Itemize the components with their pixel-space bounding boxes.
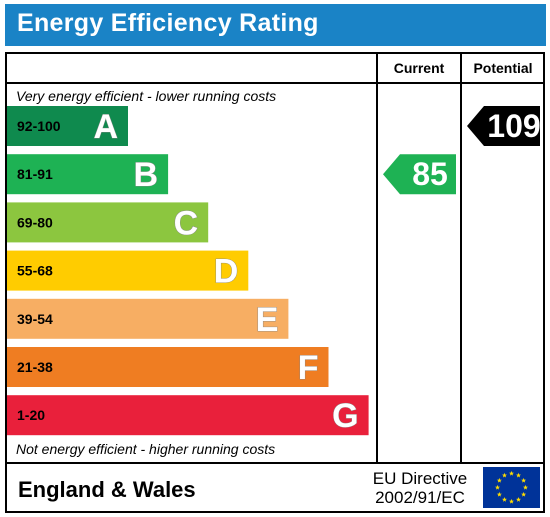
band-bar-e bbox=[7, 298, 289, 339]
band-range-a: 92-100 bbox=[17, 118, 61, 134]
eu-flag-star bbox=[523, 484, 528, 490]
band-d: 55-68 D bbox=[7, 250, 249, 291]
band-b: 81-91 B bbox=[7, 154, 169, 195]
eu-flag-star bbox=[516, 472, 521, 478]
eu-flag-star bbox=[509, 498, 514, 504]
band-bar-c bbox=[7, 202, 209, 243]
band-letter-b: B bbox=[134, 156, 159, 194]
band-range-c: 69-80 bbox=[17, 214, 53, 230]
eu-flag-icon bbox=[483, 467, 540, 508]
eu-flag-star bbox=[521, 477, 527, 483]
band-letter-g: G bbox=[332, 397, 358, 435]
page-title: Energy Efficiency Rating bbox=[17, 9, 319, 37]
eu-flag-star bbox=[502, 497, 507, 502]
note-top: Very energy efficient - lower running co… bbox=[16, 88, 276, 104]
eu-flag-star bbox=[495, 484, 500, 490]
band-letter-f: F bbox=[298, 349, 319, 387]
panel-border bbox=[5, 52, 545, 513]
eu-flag-star bbox=[509, 470, 514, 476]
eu-flag-star bbox=[496, 491, 502, 497]
band-range-d: 55-68 bbox=[17, 263, 53, 279]
band-letter-c: C bbox=[174, 204, 199, 242]
potential-rating-arrow-shape bbox=[467, 106, 540, 146]
column-header-potential: Potential bbox=[473, 60, 532, 76]
band-range-f: 21-38 bbox=[17, 359, 53, 375]
eu-flag-star bbox=[521, 491, 527, 497]
column-header-current: Current bbox=[394, 60, 445, 76]
rating-arrows: 85 109 bbox=[383, 106, 541, 195]
potential-rating-arrow-value: 109 bbox=[487, 108, 540, 144]
band-g: 1-20 G bbox=[7, 395, 369, 436]
band-bar-f bbox=[7, 347, 329, 387]
footer-region: England & Wales bbox=[18, 477, 196, 502]
current-rating-arrow-shape bbox=[383, 154, 456, 195]
band-bar-g bbox=[7, 395, 369, 436]
band-range-b: 81-91 bbox=[17, 166, 53, 182]
eu-flag-star bbox=[502, 472, 507, 478]
band-letter-a: A bbox=[93, 108, 118, 146]
potential-rating-arrow: 109 bbox=[467, 106, 541, 146]
current-rating-arrow-value: 85 bbox=[412, 156, 448, 192]
band-a: 92-100 A bbox=[7, 106, 128, 146]
band-e: 39-54 E bbox=[7, 298, 289, 339]
band-bar-d bbox=[7, 250, 249, 291]
band-bar-b bbox=[7, 154, 169, 195]
band-range-g: 1-20 bbox=[17, 407, 45, 423]
footer-directive-line2: 2002/91/EC bbox=[375, 488, 465, 507]
band-letter-e: E bbox=[256, 301, 279, 339]
band-letter-d: D bbox=[214, 253, 239, 291]
footer-directive-line1: EU Directive bbox=[373, 469, 467, 488]
header-bar: Energy Efficiency Rating bbox=[5, 4, 546, 46]
note-bottom: Not energy efficient - higher running co… bbox=[16, 441, 275, 457]
band-range-e: 39-54 bbox=[17, 311, 53, 327]
band-c: 69-80 C bbox=[7, 202, 209, 243]
eu-flag-star bbox=[516, 497, 521, 502]
band-bar-a bbox=[7, 106, 128, 146]
band-f: 21-38 F bbox=[7, 347, 329, 387]
eu-flag-star bbox=[496, 477, 502, 483]
rating-bands: 92-100 A 81-91 B 69-80 C 55-68 D 39-54 E 21-38 F 1-2… bbox=[7, 106, 369, 436]
current-rating-arrow: 85 bbox=[383, 154, 456, 195]
